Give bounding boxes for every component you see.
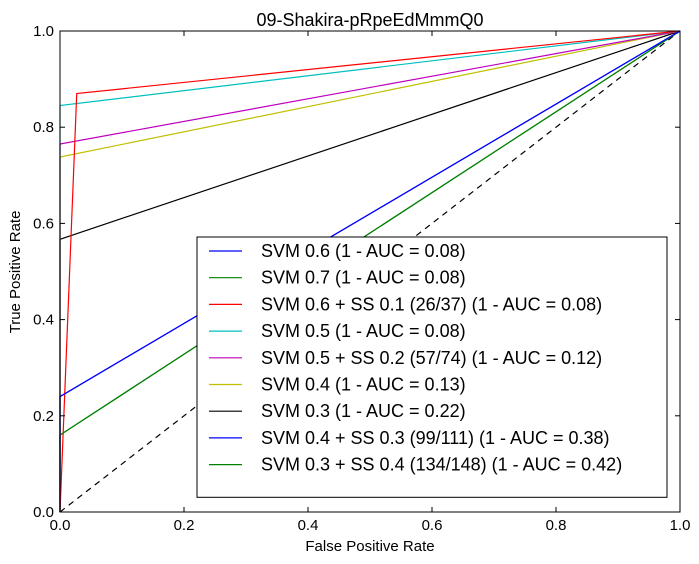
- legend-label: SVM 0.4 + SS 0.3 (99/111) (1 - AUC = 0.3…: [261, 428, 610, 448]
- legend-label: SVM 0.5 + SS 0.2 (57/74) (1 - AUC = 0.12…: [261, 348, 602, 368]
- legend-label: SVM 0.3 (1 - AUC = 0.22): [261, 401, 466, 421]
- legend-label: SVM 0.3 + SS 0.4 (134/148) (1 - AUC = 0.…: [261, 455, 622, 475]
- axis-ticks: 0.0 0.2 0.4 0.6 0.8 1.0 0.0 0.2 0.4 0.6 0.8 1.0: [33, 23, 690, 534]
- legend-box: [196, 236, 668, 498]
- legend-label: SVM 0.7 (1 - AUC = 0.08): [261, 268, 466, 288]
- x-tick-label: 0.2: [174, 517, 195, 534]
- x-tick-label: 0.8: [546, 517, 567, 534]
- chart-title: 09-Shakira-pRpeEdMmmQ0: [256, 10, 483, 30]
- legend: SVM 0.6 (1 - AUC = 0.08) SVM 0.7 (1 - AUC…: [196, 236, 668, 498]
- legend-label: SVM 0.6 + SS 0.1 (26/37) (1 - AUC = 0.08…: [261, 294, 602, 314]
- y-tick-label: 0.0: [33, 504, 54, 521]
- legend-label: SVM 0.5 (1 - AUC = 0.08): [261, 321, 466, 341]
- x-tick-label: 0.6: [422, 517, 443, 534]
- chance-diagonal-line: [59, 30, 681, 513]
- y-tick-label: 0.8: [33, 119, 54, 136]
- x-axis-label: False Positive Rate: [305, 538, 434, 555]
- y-tick-label: 0.2: [33, 408, 54, 425]
- series-line-3: [59, 30, 681, 513]
- x-tick-label: 0.4: [298, 517, 319, 534]
- y-tick-label: 0.6: [33, 215, 54, 232]
- x-tick-label: 0.0: [50, 517, 71, 534]
- y-tick-label: 0.4: [33, 312, 54, 329]
- legend-label: SVM 0.6 (1 - AUC = 0.08): [261, 241, 466, 261]
- y-axis-label: True Positive Rate: [7, 211, 24, 334]
- x-tick-label: 1.0: [670, 517, 691, 534]
- legend-label: SVM 0.4 (1 - AUC = 0.13): [261, 375, 466, 395]
- y-tick-label: 1.0: [33, 23, 54, 40]
- plot-frame: [59, 30, 681, 513]
